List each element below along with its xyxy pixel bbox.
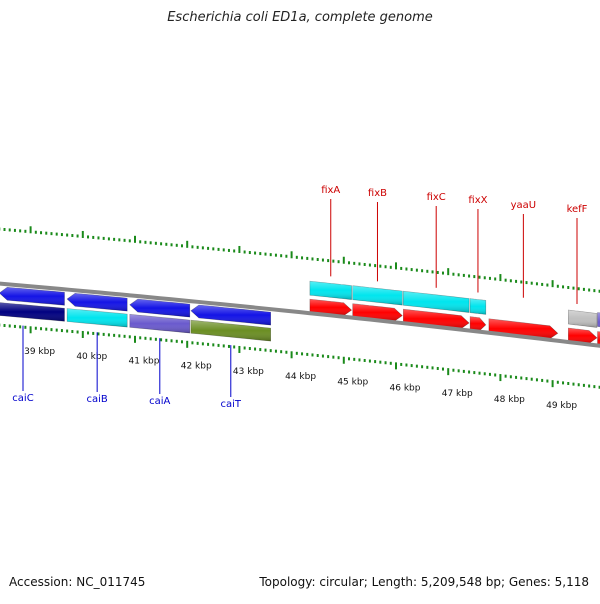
cds-fixA bbox=[310, 281, 352, 299]
cds-fixB-shade bbox=[353, 286, 403, 305]
label-caiA: caiA bbox=[149, 396, 170, 407]
cds-fixB bbox=[353, 286, 403, 305]
map-title: Escherichia coli ED1a, complete genome bbox=[0, 10, 600, 25]
tick-row-top bbox=[0, 226, 600, 292]
cds-caiC bbox=[0, 303, 64, 322]
label-kefF: kefF bbox=[567, 204, 588, 215]
gene-fixX-shade bbox=[470, 317, 486, 331]
tick-label: 49 kbp bbox=[546, 401, 577, 411]
tick-label: 40 kbp bbox=[76, 352, 107, 362]
tick-label: 46 kbp bbox=[390, 383, 421, 393]
label-yaaU: yaaU bbox=[511, 200, 537, 211]
cds-fixX-shade bbox=[470, 299, 486, 315]
cds-caiA bbox=[130, 314, 190, 333]
cds-fixC bbox=[403, 291, 469, 312]
accession-text: Accession: NC_011745 bbox=[9, 575, 145, 589]
cds-fixX bbox=[470, 299, 486, 315]
tick-label: 41 kbp bbox=[129, 357, 160, 367]
tick-label: 44 kbp bbox=[285, 372, 316, 382]
label-fixB: fixB bbox=[368, 188, 387, 199]
tick-label: 48 kbp bbox=[494, 395, 525, 405]
label-fixX: fixX bbox=[468, 195, 487, 206]
cds-fixC-shade bbox=[403, 291, 469, 312]
cds-fixA-shade bbox=[310, 281, 352, 299]
tick-label: 43 kbp bbox=[233, 367, 264, 377]
cds-caiB bbox=[67, 309, 127, 328]
label-caiB: caiB bbox=[87, 394, 108, 405]
label-caiC: caiC bbox=[12, 393, 33, 404]
label-fixA: fixA bbox=[321, 185, 340, 196]
tick-label: 39 kbp bbox=[24, 347, 55, 357]
tick-label: 47 kbp bbox=[442, 389, 473, 399]
cds-kefF bbox=[568, 310, 597, 327]
label-fixC: fixC bbox=[427, 192, 446, 203]
tick-label: 45 kbp bbox=[337, 378, 368, 388]
tick-label: 42 kbp bbox=[181, 362, 212, 372]
label-caiT: caiT bbox=[221, 399, 242, 410]
topology-text: Topology: circular; Length: 5,209,548 bp… bbox=[259, 575, 589, 589]
gene-fixX bbox=[470, 317, 486, 331]
